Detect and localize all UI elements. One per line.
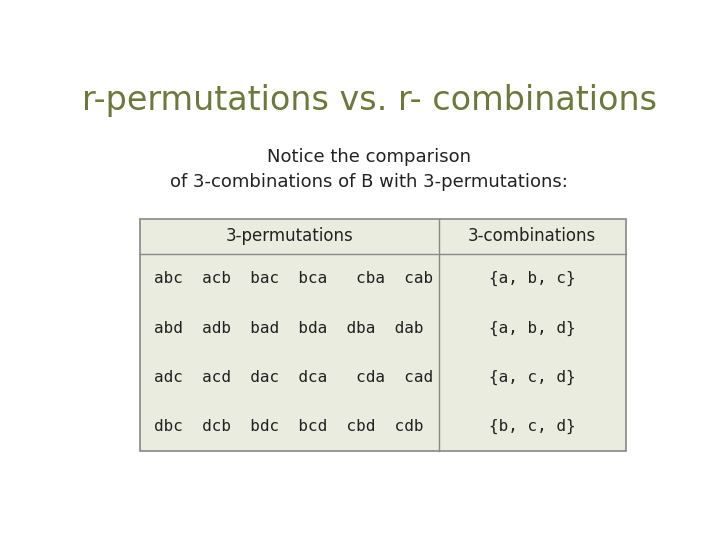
Text: abd  adb  bad  bda  dba  dab: abd adb bad bda dba dab <box>154 321 423 335</box>
Text: Notice the comparison: Notice the comparison <box>267 148 471 166</box>
Text: r-permutations vs. r- combinations: r-permutations vs. r- combinations <box>81 84 657 117</box>
Text: of 3-combinations of B with 3-permutations:: of 3-combinations of B with 3-permutatio… <box>170 173 568 191</box>
Text: abc  acb  bac  bca   cba  cab: abc acb bac bca cba cab <box>154 271 433 286</box>
Text: {a, b, c}: {a, b, c} <box>489 271 575 286</box>
Text: {b, c, d}: {b, c, d} <box>489 419 575 434</box>
Text: 3-permutations: 3-permutations <box>225 227 354 245</box>
FancyBboxPatch shape <box>140 219 626 451</box>
Text: {a, b, d}: {a, b, d} <box>489 320 575 336</box>
Text: 3-combinations: 3-combinations <box>468 227 596 245</box>
Text: dbc  dcb  bdc  bcd  cbd  cdb: dbc dcb bdc bcd cbd cdb <box>154 419 423 434</box>
Text: {a, c, d}: {a, c, d} <box>489 370 575 385</box>
Text: adc  acd  dac  dca   cda  cad: adc acd dac dca cda cad <box>154 370 433 385</box>
